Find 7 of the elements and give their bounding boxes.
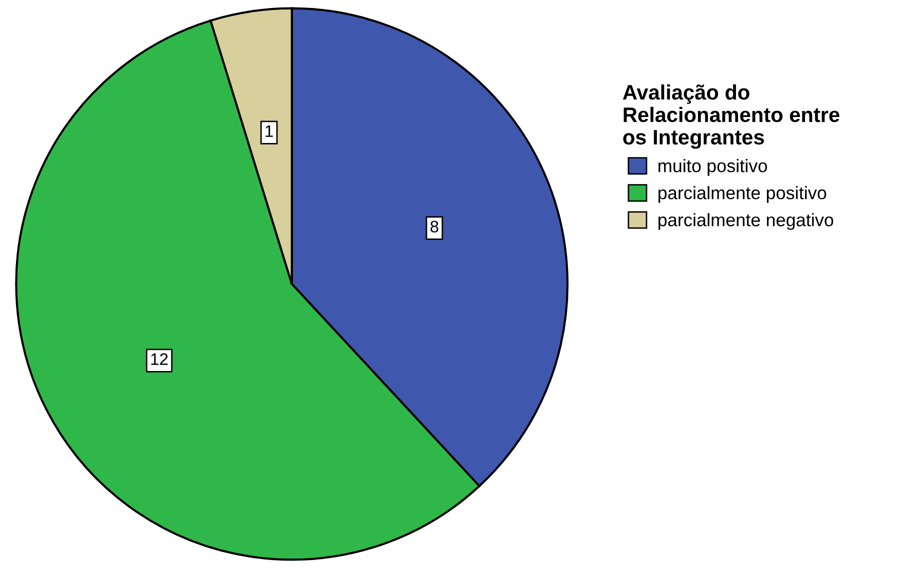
legend-label: muito positivo bbox=[658, 159, 767, 176]
legend-title: Avaliação do Relacionamento entre os Integrantes bbox=[622, 84, 840, 149]
legend-label: parcialmente positivo bbox=[658, 186, 826, 203]
data-label: 8 bbox=[430, 220, 438, 233]
data-label: 1 bbox=[266, 125, 273, 137]
legend-label: parcialmente negativo bbox=[658, 213, 834, 230]
data-label: 12 bbox=[151, 353, 168, 365]
